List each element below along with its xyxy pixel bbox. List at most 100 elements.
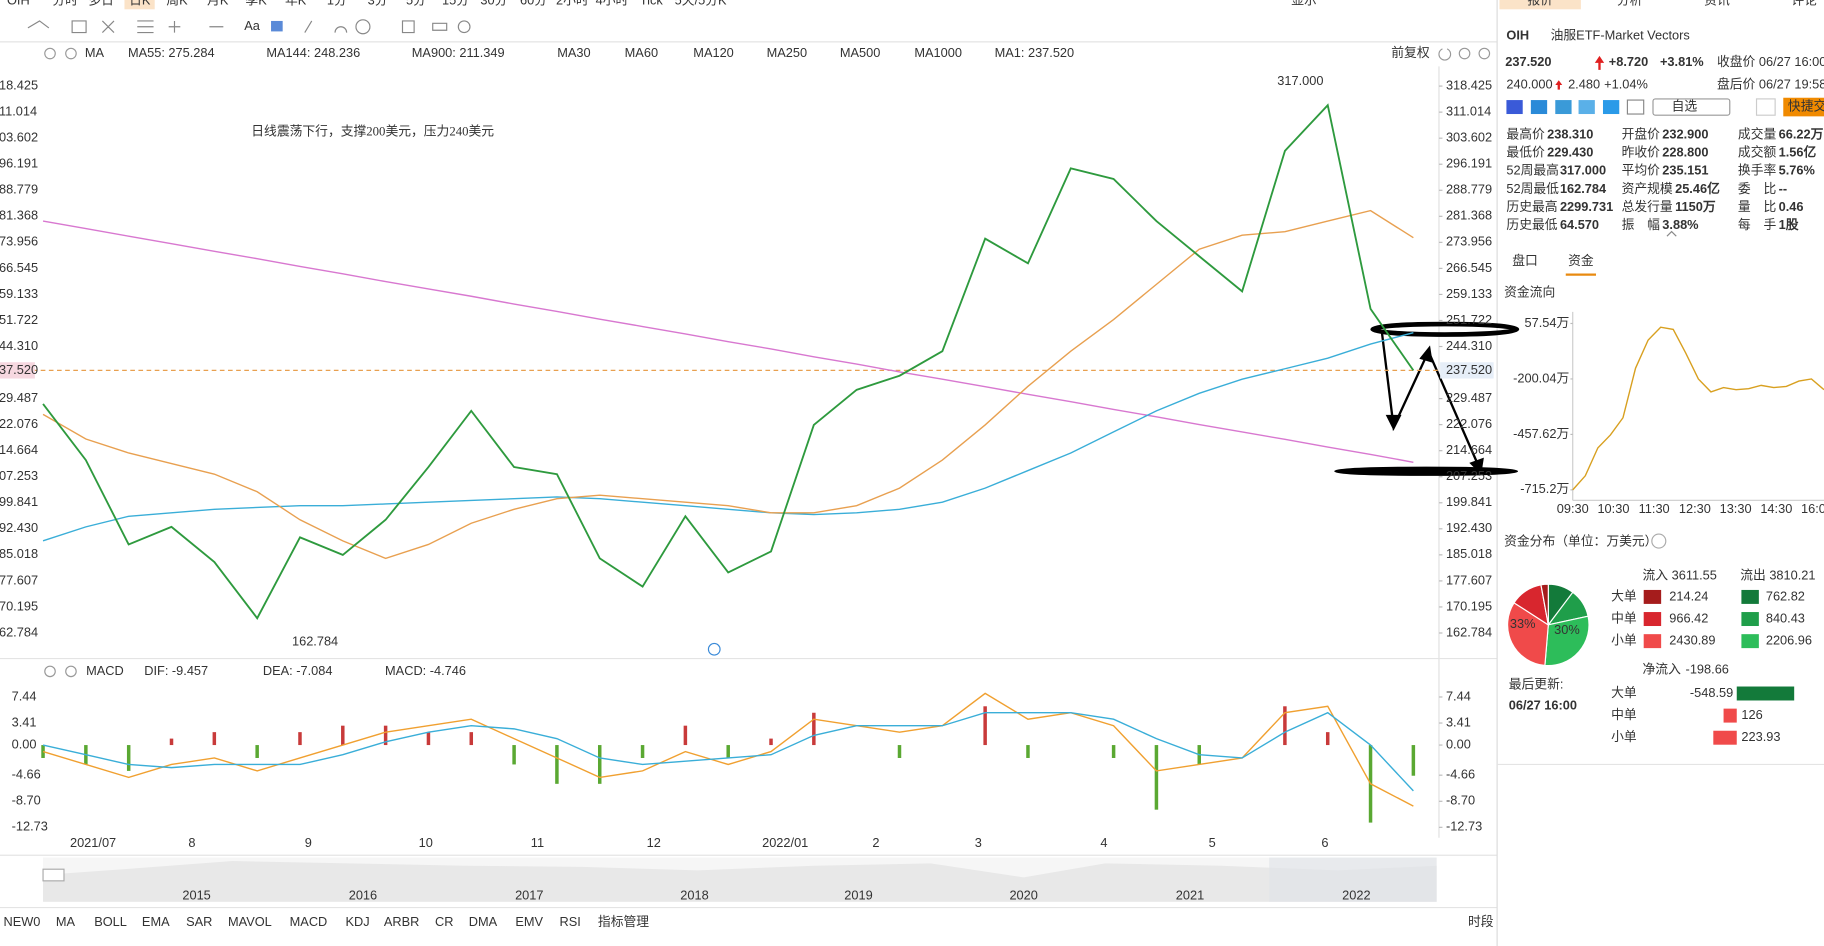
indicator-tab[interactable]: ARBR	[384, 914, 420, 929]
stat-value: 1股	[1779, 217, 1799, 232]
navigator-handle[interactable]	[42, 868, 65, 882]
swatch	[1741, 589, 1759, 604]
period-tab[interactable]: 5天/5分K	[675, 0, 727, 8]
macd-bar	[1026, 745, 1030, 758]
panel-tab[interactable]: 盘口	[1512, 253, 1538, 268]
indicator-tab[interactable]: MA	[56, 914, 76, 929]
indicator-tab[interactable]: EMA	[142, 914, 170, 929]
x-tick-label: 16:00	[1801, 501, 1824, 516]
pie-slice	[1540, 583, 1549, 625]
x-tick-label: 2022/01	[762, 835, 808, 850]
period-tab[interactable]: 1分	[327, 0, 347, 8]
ma-line	[42, 331, 1414, 542]
y-tick-label-left: 273.956	[0, 234, 38, 249]
x-tick-label: 2	[872, 835, 879, 850]
stat-value: 25.46亿	[1675, 181, 1720, 196]
indicator-tab[interactable]: 指标管理	[598, 914, 649, 929]
period-tab[interactable]: 2小时	[556, 0, 589, 8]
period-tab[interactable]: 15分	[442, 0, 469, 8]
period-tab[interactable]: 分时	[52, 0, 78, 8]
outflow-value: 762.82	[1766, 588, 1805, 603]
net-label: 净流入	[1643, 662, 1682, 677]
inflow-value: 2430.89	[1669, 633, 1715, 648]
indicator-tab[interactable]: RSI	[560, 914, 581, 929]
trade-button[interactable]: 快捷交易	[1788, 98, 1824, 113]
period-tab[interactable]: 季K	[245, 0, 267, 8]
close-time: 收盘价 06/27 16:00(美东)	[1717, 54, 1824, 69]
indicator-name: MACD	[86, 663, 124, 678]
legend-entry-inactive[interactable]: MA500	[840, 45, 880, 60]
period-tab[interactable]: 多日	[88, 0, 114, 8]
stat-value: 229.430	[1547, 145, 1593, 160]
up-arrow	[1555, 80, 1563, 90]
indicator-tab[interactable]: CR	[435, 914, 453, 929]
header-tab[interactable]: 资讯	[1704, 0, 1730, 8]
period-tab[interactable]: 年K	[285, 0, 307, 8]
indicator-tab[interactable]: MACD	[290, 914, 328, 929]
stat-value: 5.76%	[1779, 163, 1816, 178]
legend-entry-inactive[interactable]: MA1000	[914, 45, 962, 60]
net-bar	[1713, 730, 1737, 745]
macd-bar	[212, 732, 217, 746]
x-tick-label: 12	[647, 835, 661, 850]
period-tab[interactable]: 3分	[368, 0, 388, 8]
net-value: -548.59	[1690, 685, 1733, 700]
inflow-total: 3611.55	[1672, 567, 1717, 582]
font-tool[interactable]: Aa	[244, 18, 261, 33]
indicator-tab[interactable]: MAVOL	[228, 914, 272, 929]
swatch	[1643, 589, 1662, 604]
macd-bar	[383, 725, 388, 746]
after-change: 2.480	[1568, 76, 1600, 91]
period-tab[interactable]: 30分	[480, 0, 507, 8]
period-button[interactable]: 时段	[1468, 914, 1494, 929]
header-tab[interactable]: 分析	[1617, 0, 1643, 8]
indicator-tab[interactable]: BOLL	[94, 914, 127, 929]
macd-bar	[126, 745, 131, 771]
y-tick-label: 288.779	[1446, 182, 1492, 197]
period-tab[interactable]: 5分	[406, 0, 426, 8]
legend-entry: DIF: -9.457	[144, 663, 208, 678]
display-menu[interactable]: 显示	[1291, 0, 1317, 8]
y-tick-label-left: 229.487	[0, 390, 38, 405]
period-tab[interactable]: Tick	[640, 0, 664, 8]
row-label: 小单	[1611, 633, 1637, 648]
flow-line	[1572, 326, 1824, 491]
adjust-mode[interactable]: 前复权	[1391, 45, 1430, 60]
stat-value: 1150万	[1675, 199, 1716, 214]
indicator-tab[interactable]: KDJ	[345, 914, 369, 929]
period-tab[interactable]: 4小时	[596, 0, 629, 8]
security-name: 油服ETF-Market Vectors	[1551, 27, 1690, 42]
stat-label: 成交量	[1738, 126, 1777, 141]
period-tab[interactable]: 60分	[520, 0, 547, 8]
indicator-tab[interactable]: EMV	[515, 914, 543, 929]
period-tab[interactable]: 月K	[207, 0, 229, 8]
legend-entry-inactive[interactable]: MA60	[625, 45, 658, 60]
y-tick-label-left: 281.368	[0, 208, 38, 223]
y-tick-label: 244.310	[1446, 338, 1492, 353]
outflow-label: 流出	[1740, 567, 1766, 582]
symbol: OIH	[1506, 27, 1529, 42]
indicator-tab[interactable]: SAR	[186, 914, 212, 929]
header-tab[interactable]: 报价	[1527, 0, 1553, 8]
legend-entry-inactive[interactable]: MA250	[767, 45, 807, 60]
indicator-name: MA	[85, 45, 105, 60]
ma-line	[42, 220, 1414, 463]
y-tick-label-left: 244.310	[0, 338, 38, 353]
indicator-tab[interactable]: DMA	[469, 914, 498, 929]
y-tick-label: 0.00	[1446, 736, 1471, 751]
period-tab[interactable]: 日K	[129, 0, 151, 8]
indicator-tab[interactable]: NEW0	[3, 914, 40, 929]
header-tab[interactable]: 评论	[1791, 0, 1817, 8]
legend-entry-inactive[interactable]: MA120	[693, 45, 733, 60]
row-label: 小单	[1611, 729, 1637, 744]
watch-button[interactable]: 自选	[1672, 98, 1698, 113]
macd-bar	[512, 745, 516, 765]
legend-entry-inactive[interactable]: MA30	[557, 45, 590, 60]
period-tab[interactable]: OIH	[7, 0, 30, 8]
y-tick-label: -457.62万	[1513, 426, 1569, 441]
y-tick-label-left: 170.195	[0, 598, 38, 613]
inflow-value: 214.24	[1669, 588, 1708, 603]
period-tab[interactable]: 周K	[166, 0, 188, 8]
swatch	[1643, 634, 1662, 649]
panel-tab[interactable]: 资金	[1568, 253, 1594, 268]
